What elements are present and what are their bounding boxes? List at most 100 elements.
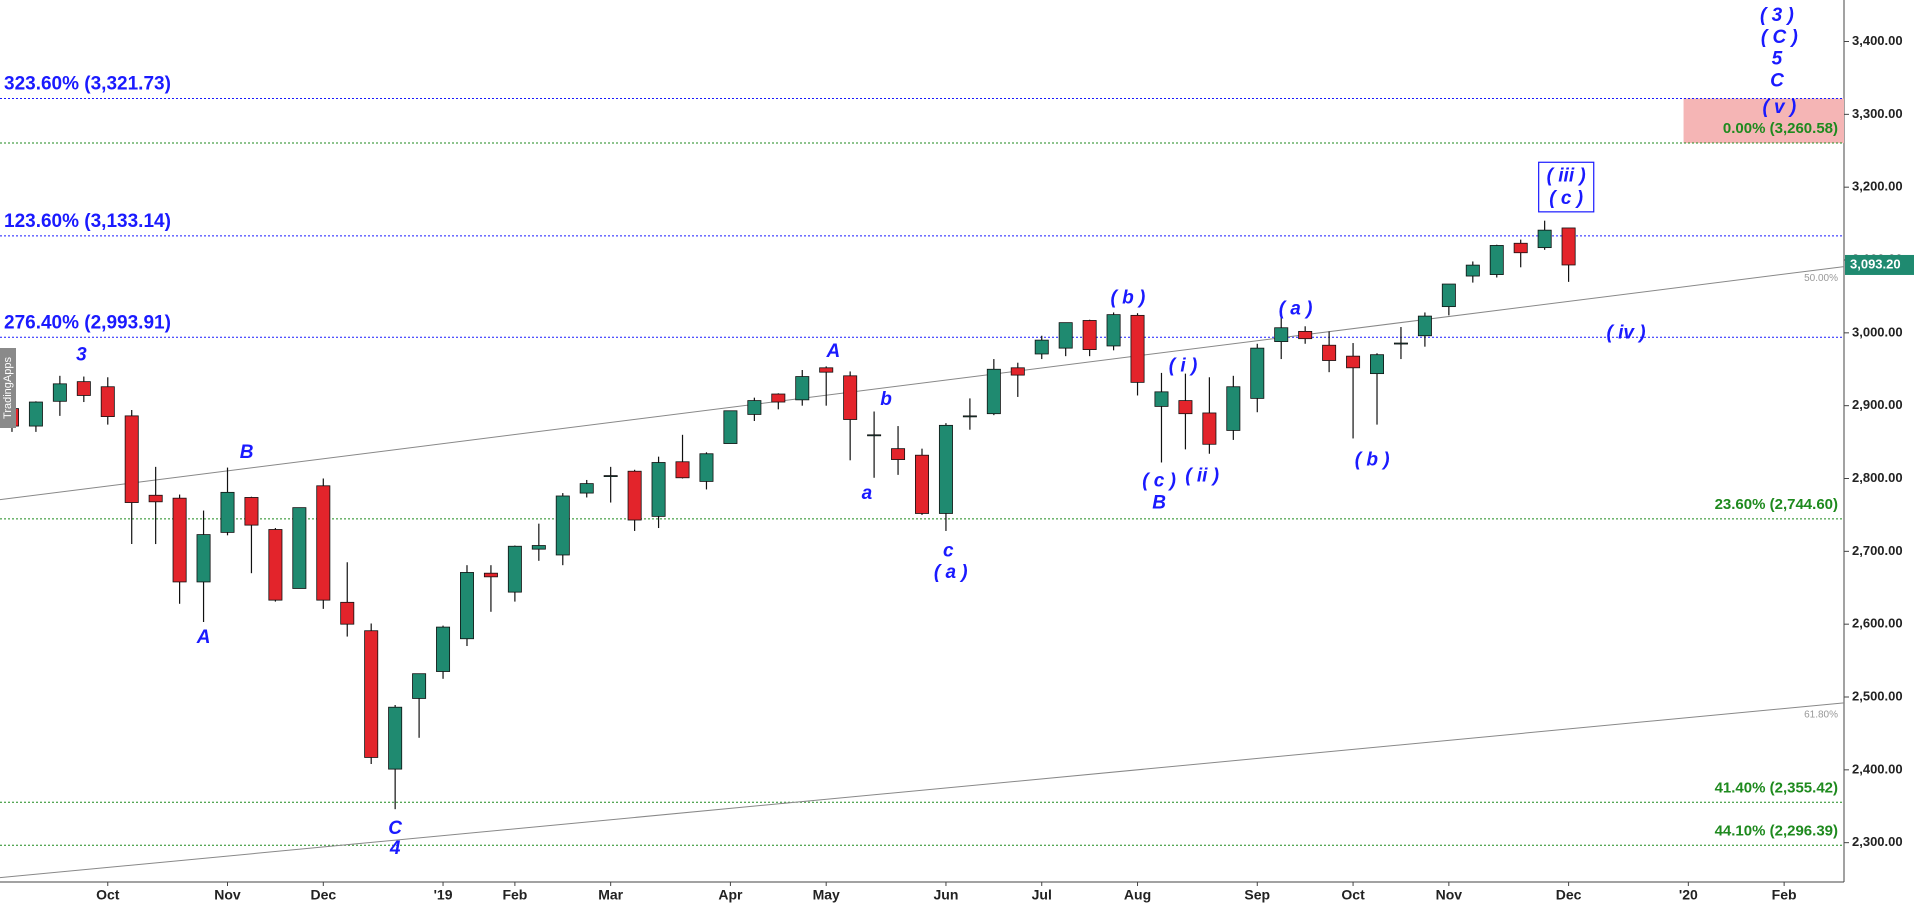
candle-body [388, 706, 403, 770]
candle-body [747, 400, 762, 415]
candle-body [843, 375, 858, 420]
candle-body [1417, 315, 1432, 337]
wave-label: a [862, 483, 873, 504]
wave-label: 5 [1772, 49, 1783, 70]
wave-label: ( C ) [1761, 27, 1798, 48]
x-tick-label: Sep [1244, 887, 1270, 903]
last-price-label: 3,093.20 [1850, 256, 1901, 271]
fib-label: 276.40% (2,993.91) [4, 312, 171, 333]
x-tick-label: Oct [1341, 887, 1365, 903]
candle-body [867, 434, 882, 437]
wave-label: ( a ) [934, 562, 968, 583]
wave-label: ( a ) [1279, 299, 1313, 320]
watermark-box [0, 348, 16, 428]
candle-body [507, 545, 522, 593]
candle-body [52, 383, 67, 402]
y-tick-label: 2,800.00 [1852, 470, 1903, 485]
candle-body [699, 453, 714, 482]
wave-label: 3 [76, 344, 87, 365]
candle-body [460, 572, 474, 640]
candle-body [579, 483, 594, 494]
candle-body [1250, 347, 1265, 399]
x-tick-label: Jul [1032, 887, 1052, 903]
wave-label: ( 3 ) [1760, 5, 1794, 26]
y-tick-label: 2,500.00 [1852, 688, 1903, 703]
trend-label: 61.80% [1804, 709, 1838, 720]
fib-label: 23.60% (2,744.60) [1715, 496, 1838, 513]
candle-body [340, 601, 355, 625]
candle-body [1034, 339, 1049, 355]
wave-label: B [1152, 492, 1166, 513]
candle-body [915, 454, 929, 514]
candle-body [962, 415, 977, 418]
trend-line [0, 266, 1845, 501]
candle-body [244, 497, 259, 526]
candle-body [1346, 355, 1361, 369]
fib-label: 41.40% (2,355.42) [1715, 779, 1838, 796]
candle-body [100, 386, 115, 418]
candle-body [1370, 354, 1384, 375]
candle-body [1130, 314, 1145, 383]
candle-body [1082, 320, 1097, 350]
wave-box [1538, 161, 1595, 213]
candle-body [986, 368, 1001, 415]
candle-body [795, 376, 810, 401]
x-tick-label: Jun [934, 887, 959, 903]
wave-label: ( i ) [1169, 355, 1198, 376]
candle-body [1274, 327, 1289, 342]
candle-body [76, 381, 91, 396]
candle-body [938, 424, 953, 514]
trend-label: 50.00% [1804, 273, 1838, 284]
wave-label: 4 [389, 838, 401, 859]
candle-body [1202, 412, 1217, 445]
wave-label: B [240, 442, 254, 463]
candle-body [1393, 342, 1408, 345]
y-tick-label: 3,300.00 [1852, 106, 1903, 121]
candle-body [771, 393, 786, 403]
wave-label: ( b ) [1355, 449, 1390, 470]
target-zone [1683, 98, 1844, 144]
candle-body [627, 470, 642, 521]
candle-body [220, 491, 235, 533]
x-tick-label: Feb [1772, 887, 1797, 903]
candle-body [436, 626, 451, 672]
candle-body [364, 630, 379, 758]
x-tick-label: '20 [1679, 887, 1698, 903]
y-tick-label: 3,000.00 [1852, 324, 1903, 339]
candle-body [1010, 367, 1025, 376]
wave-label: ( v ) [1762, 97, 1796, 118]
watermark: TradingApps [0, 348, 16, 428]
y-tick-label: 3,400.00 [1852, 33, 1903, 48]
wave-label: ( ii ) [1185, 465, 1219, 486]
candle-body [1537, 229, 1552, 249]
last-price-tag [1845, 254, 1914, 275]
candle-body [1154, 391, 1169, 407]
candle-body [555, 495, 570, 556]
candle-body [1561, 227, 1576, 266]
candle-body [675, 461, 690, 479]
candle-body [1489, 245, 1504, 275]
wave-label: ( c ) [1142, 470, 1176, 491]
x-tick-label: Mar [598, 887, 623, 903]
candle-body [172, 497, 187, 583]
x-tick-label: Feb [502, 887, 527, 903]
x-tick-label: Aug [1124, 887, 1151, 903]
candle-body [1465, 264, 1480, 277]
fib-label: 44.10% (2,296.39) [1715, 822, 1838, 839]
trend-line [0, 702, 1845, 879]
candle-body [1322, 344, 1337, 361]
wave-label: b [880, 389, 892, 410]
x-tick-label: Dec [310, 887, 336, 903]
candle-body [148, 494, 163, 503]
y-tick-label: 2,400.00 [1852, 761, 1903, 776]
candle-body [1178, 400, 1193, 415]
wave-label: C [388, 818, 402, 839]
fib-label: 0.00% (3,260.58) [1723, 120, 1838, 137]
y-tick-label: 2,900.00 [1852, 397, 1903, 412]
y-tick-label: 2,300.00 [1852, 834, 1903, 849]
x-tick-label: Apr [718, 887, 743, 903]
wave-label: c [943, 540, 954, 561]
